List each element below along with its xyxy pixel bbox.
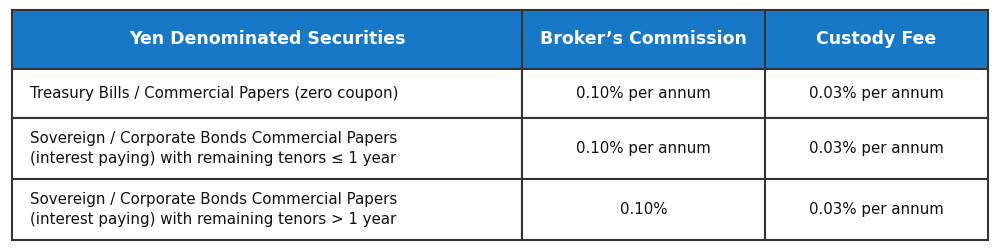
Text: 0.10% per annum: 0.10% per annum [576,141,711,156]
Text: Sovereign / Corporate Bonds Commercial Papers
(interest paying) with remaining t: Sovereign / Corporate Bonds Commercial P… [30,131,397,166]
FancyBboxPatch shape [522,10,765,69]
FancyBboxPatch shape [522,179,765,240]
FancyBboxPatch shape [12,69,522,118]
Text: Treasury Bills / Commercial Papers (zero coupon): Treasury Bills / Commercial Papers (zero… [30,86,398,101]
Text: Yen Denominated Securities: Yen Denominated Securities [129,30,405,48]
FancyBboxPatch shape [765,10,988,69]
Text: 0.03% per annum: 0.03% per annum [809,202,944,217]
FancyBboxPatch shape [522,118,765,179]
Text: 0.03% per annum: 0.03% per annum [809,141,944,156]
FancyBboxPatch shape [12,118,522,179]
FancyBboxPatch shape [12,10,522,69]
Text: 0.10% per annum: 0.10% per annum [576,86,711,101]
FancyBboxPatch shape [12,179,522,240]
FancyBboxPatch shape [765,179,988,240]
FancyBboxPatch shape [765,69,988,118]
Text: Custody Fee: Custody Fee [816,30,937,48]
Text: 0.03% per annum: 0.03% per annum [809,86,944,101]
Text: Sovereign / Corporate Bonds Commercial Papers
(interest paying) with remaining t: Sovereign / Corporate Bonds Commercial P… [30,192,397,227]
Text: 0.10%: 0.10% [620,202,667,217]
FancyBboxPatch shape [522,69,765,118]
Text: Broker’s Commission: Broker’s Commission [540,30,747,48]
FancyBboxPatch shape [765,118,988,179]
